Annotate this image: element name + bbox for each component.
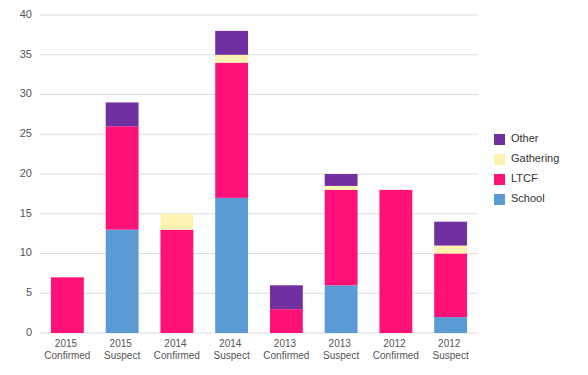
bar-segment [160, 230, 193, 333]
legend-swatch [494, 154, 505, 165]
bar-segment [434, 246, 467, 254]
x-tick-label: 2012 Confirmed [373, 338, 419, 361]
x-tick-label: 2013 Suspect [323, 338, 359, 361]
bar-segment [379, 189, 412, 190]
grid-line [40, 15, 478, 16]
x-tick-label: 2015 Suspect [104, 338, 140, 361]
bar-segment [325, 174, 358, 186]
bar-segment [215, 63, 248, 198]
bar-segment [434, 254, 467, 318]
bar-segment [106, 230, 139, 333]
bar-segment [215, 198, 248, 333]
bar-segment [51, 277, 84, 278]
bar-segment [325, 190, 358, 285]
y-tick-label: 25 [20, 127, 32, 139]
legend: Other Gathering LTCF School [494, 132, 559, 205]
x-tick-label: 2013 Confirmed [263, 338, 309, 361]
chart-container: 0 5 10 15 20 25 30 35 40 2015 Confirmed 2015 Suspe… [0, 0, 588, 375]
bar-segment [270, 309, 303, 333]
bars [51, 31, 467, 333]
bar-segment [215, 55, 248, 63]
x-tick-label: 2015 Confirmed [44, 338, 90, 361]
legend-swatch [494, 134, 505, 145]
legend-label: LTCF [511, 172, 538, 184]
legend-label: School [511, 192, 545, 204]
y-tick-label: 10 [20, 246, 32, 258]
bar-segment [51, 277, 84, 333]
legend-label: Other [511, 132, 539, 144]
y-tick-label: 15 [20, 207, 32, 219]
y-tick-label: 30 [20, 87, 32, 99]
legend-swatch [494, 194, 505, 205]
bar-segment [215, 31, 248, 55]
bar-segment [379, 189, 412, 190]
x-tick-label: 2012 Suspect [433, 338, 469, 361]
y-tick-label: 0 [26, 326, 32, 338]
y-tick-label: 20 [20, 167, 32, 179]
x-tick-label: 2014 Confirmed [154, 338, 200, 361]
bar-segment [325, 186, 358, 190]
grid [40, 15, 478, 333]
y-tick-label: 5 [26, 286, 32, 298]
legend-swatch [494, 174, 505, 185]
bar-segment [160, 213, 193, 214]
legend-label: Gathering [511, 152, 559, 164]
bar-segment [270, 285, 303, 309]
y-tick-label: 40 [20, 8, 32, 20]
grid-line [40, 54, 478, 55]
bar-segment [379, 190, 412, 333]
y-tick-label: 35 [20, 48, 32, 60]
bar-segment [325, 285, 358, 333]
chart: 0 5 10 15 20 25 30 35 40 2015 Confirmed 2015 Suspe… [0, 0, 588, 375]
bar-segment [434, 317, 467, 333]
bar-segment [160, 214, 193, 230]
grid-line [40, 94, 478, 95]
bar-segment [106, 102, 139, 126]
x-tick-label: 2014 Suspect [214, 338, 250, 361]
bar-segment [106, 126, 139, 229]
bar-segment [434, 222, 467, 246]
bar-segment [51, 277, 84, 278]
